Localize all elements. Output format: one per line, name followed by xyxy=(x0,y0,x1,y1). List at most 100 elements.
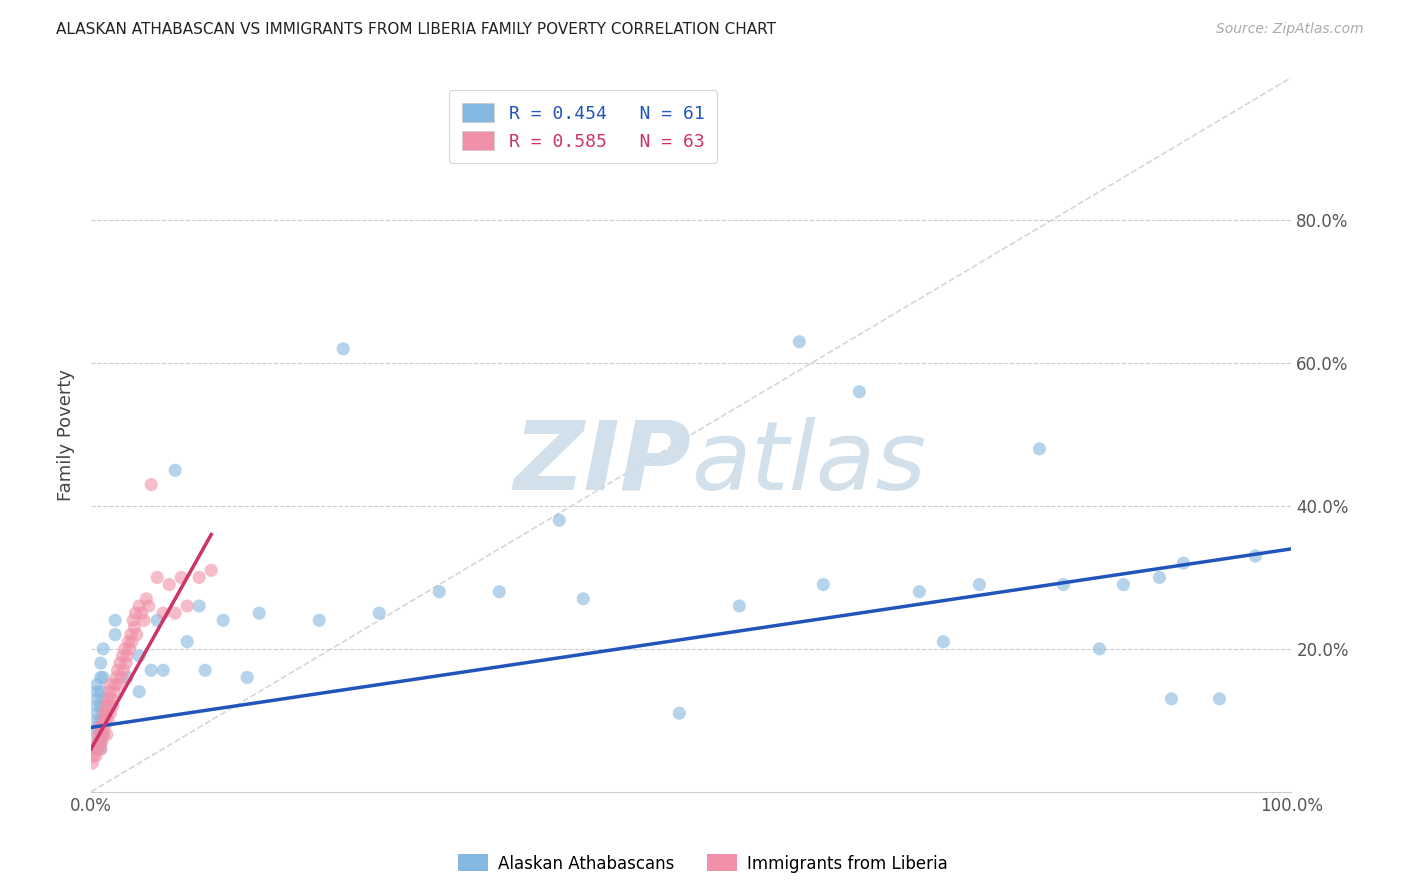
Point xyxy=(121,634,143,648)
Point xyxy=(128,599,150,613)
Text: atlas: atlas xyxy=(692,417,927,509)
Point xyxy=(124,606,146,620)
Point xyxy=(91,720,114,734)
Point xyxy=(91,641,114,656)
Point xyxy=(146,570,169,584)
Point xyxy=(87,735,110,749)
Point xyxy=(90,684,112,698)
Point xyxy=(247,606,270,620)
Point xyxy=(86,698,108,713)
Text: ALASKAN ATHABASCAN VS IMMIGRANTS FROM LIBERIA FAMILY POVERTY CORRELATION CHART: ALASKAN ATHABASCAN VS IMMIGRANTS FROM LI… xyxy=(56,22,776,37)
Point xyxy=(104,677,127,691)
Point xyxy=(89,720,111,734)
Point xyxy=(152,663,174,677)
Point xyxy=(728,599,751,613)
Point xyxy=(969,577,991,591)
Point xyxy=(90,670,112,684)
Point xyxy=(82,756,104,771)
Point xyxy=(194,663,217,677)
Point xyxy=(170,570,193,584)
Text: Source: ZipAtlas.com: Source: ZipAtlas.com xyxy=(1216,22,1364,37)
Point xyxy=(1149,570,1171,584)
Point xyxy=(152,606,174,620)
Point xyxy=(368,606,391,620)
Point xyxy=(125,627,148,641)
Point xyxy=(212,613,235,627)
Point xyxy=(91,713,114,727)
Point xyxy=(668,706,690,720)
Point xyxy=(96,706,118,720)
Point xyxy=(1028,442,1050,456)
Point xyxy=(124,620,146,634)
Point xyxy=(98,677,121,691)
Point xyxy=(115,648,138,663)
Point xyxy=(90,727,112,741)
Point xyxy=(86,684,108,698)
Point xyxy=(103,684,125,698)
Point xyxy=(908,584,931,599)
Point xyxy=(104,613,127,627)
Point xyxy=(1052,577,1074,591)
Text: ZIP: ZIP xyxy=(513,417,692,509)
Point xyxy=(90,713,112,727)
Point xyxy=(1208,691,1230,706)
Point xyxy=(236,670,259,684)
Point xyxy=(122,613,145,627)
Point xyxy=(86,727,108,741)
Point xyxy=(848,384,870,399)
Point xyxy=(86,691,108,706)
Point xyxy=(91,691,114,706)
Point xyxy=(115,656,138,670)
Point xyxy=(111,648,134,663)
Point xyxy=(132,613,155,627)
Point xyxy=(86,706,108,720)
Point xyxy=(117,634,139,648)
Point xyxy=(131,606,153,620)
Point xyxy=(141,663,163,677)
Point xyxy=(1112,577,1135,591)
Point xyxy=(90,735,112,749)
Point xyxy=(789,334,811,349)
Point xyxy=(308,613,330,627)
Point xyxy=(138,599,160,613)
Point xyxy=(1173,556,1195,570)
Point xyxy=(200,563,222,577)
Point xyxy=(115,670,138,684)
Point xyxy=(107,663,129,677)
Point xyxy=(100,691,122,706)
Point xyxy=(105,670,128,684)
Point xyxy=(86,720,108,734)
Point xyxy=(91,727,114,741)
Point xyxy=(107,677,129,691)
Legend: Alaskan Athabascans, Immigrants from Liberia: Alaskan Athabascans, Immigrants from Lib… xyxy=(451,847,955,880)
Point xyxy=(128,684,150,698)
Point xyxy=(98,684,121,698)
Point xyxy=(572,591,595,606)
Point xyxy=(86,735,108,749)
Point xyxy=(86,677,108,691)
Point xyxy=(97,691,120,706)
Point xyxy=(165,606,187,620)
Point xyxy=(188,599,211,613)
Point xyxy=(94,698,117,713)
Point xyxy=(146,613,169,627)
Point xyxy=(1088,641,1111,656)
Point xyxy=(90,656,112,670)
Point xyxy=(1160,691,1182,706)
Point xyxy=(91,706,114,720)
Point xyxy=(488,584,510,599)
Point xyxy=(932,634,955,648)
Y-axis label: Family Poverty: Family Poverty xyxy=(58,368,75,500)
Point xyxy=(427,584,450,599)
Point xyxy=(128,648,150,663)
Point xyxy=(813,577,835,591)
Point xyxy=(86,742,108,756)
Point xyxy=(176,599,198,613)
Point xyxy=(91,735,114,749)
Point xyxy=(332,342,354,356)
Point xyxy=(84,749,107,764)
Point xyxy=(94,713,117,727)
Point xyxy=(176,634,198,648)
Point xyxy=(101,698,124,713)
Point xyxy=(110,670,132,684)
